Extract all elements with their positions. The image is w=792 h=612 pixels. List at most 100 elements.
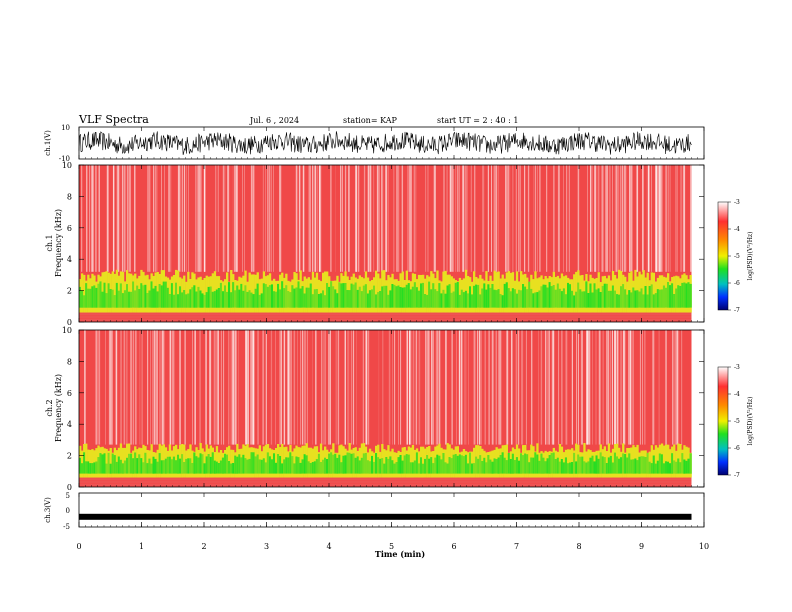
spectrogram-band (446, 285, 449, 308)
spectrogram-streak (450, 165, 453, 272)
spectrogram-band (426, 294, 429, 308)
spectrogram-band (303, 454, 306, 474)
spectrogram-band (642, 456, 645, 474)
x-axis: 0 1 2 3 4 5 6 7 8 9 10 (76, 127, 709, 551)
spectrogram-band (187, 293, 190, 308)
spectrogram-streak (340, 165, 342, 272)
spectrogram-band (589, 457, 592, 474)
spectrogram-streak (181, 165, 183, 272)
spectrogram-streak (233, 330, 234, 445)
spectrogram-streak (522, 330, 524, 445)
spectrogram-streak (173, 330, 175, 445)
spectrogram-streak (265, 165, 266, 272)
spectrogram-streak (124, 165, 125, 272)
spectrogram-band (264, 284, 268, 308)
spectrogram-band (509, 291, 513, 308)
spectrogram-band (175, 460, 178, 474)
spectrogram-band (150, 281, 153, 308)
spectrogram-band (673, 294, 676, 308)
spectrogram-streak (273, 165, 274, 272)
spectrogram-band (630, 292, 633, 308)
spectrogram-streak (129, 165, 131, 272)
spectrogram-streak (348, 165, 349, 272)
spectrogram-streak (470, 165, 472, 272)
spectrogram-band (444, 462, 447, 474)
spectrogram-streak (227, 165, 229, 272)
spectrogram-band (107, 283, 110, 308)
spectrogram-streak (595, 330, 597, 445)
spectrogram-streak (656, 165, 658, 272)
spectrogram-band (322, 459, 325, 474)
spectrogram-band (366, 293, 370, 308)
spectrogram-band (85, 283, 88, 308)
spectrogram-streak (330, 165, 332, 272)
spectrogram-streak (479, 330, 481, 445)
spectrogram-streak (179, 165, 181, 272)
spectrogram-band (130, 453, 133, 474)
spectrogram-band (487, 455, 490, 474)
spectrogram-band (415, 287, 419, 308)
spectrogram-band (477, 458, 480, 474)
spectrogram-band (434, 457, 437, 474)
spectrogram-band (440, 459, 443, 474)
spectrogram-band (436, 454, 439, 474)
spectrogram-band (526, 454, 529, 474)
spectrogram-band (181, 454, 184, 474)
spectrogram-streak (234, 165, 235, 272)
spectrogram-band (373, 285, 376, 308)
spectrogram-band (273, 453, 276, 474)
spectrogram-band (609, 455, 613, 474)
spectrogram-band (501, 295, 504, 308)
spectrogram-band (515, 271, 519, 313)
spectrogram-band (403, 455, 406, 474)
spectrogram-streak (141, 330, 143, 445)
spectrogram-streak (115, 330, 118, 445)
spectrogram-band (481, 288, 484, 308)
spectrogram-band (244, 285, 247, 308)
spectrogram-band (315, 289, 319, 308)
spectrogram-band (289, 292, 292, 308)
spectrogram-streak (521, 330, 523, 445)
spectrogram-streak (498, 165, 499, 272)
spectrogram-band (83, 295, 86, 308)
spectrogram-band (185, 458, 188, 474)
spectrogram-band (444, 293, 447, 308)
spectrogram-band (130, 291, 133, 308)
spectrogram-streak (511, 330, 513, 445)
spectrogram-streak (568, 165, 570, 272)
spectrogram-streak (376, 165, 378, 272)
spectrogram-streak (125, 165, 127, 272)
spectrogram-band (199, 453, 202, 474)
spectrogram-band (324, 295, 327, 308)
spectrogram-streak (647, 165, 650, 272)
spectrogram-band (597, 458, 600, 474)
spectrogram-streak (491, 165, 492, 272)
spectrogram-band (665, 444, 668, 478)
spectrogram-streak (279, 330, 281, 445)
spectrogram-streak (223, 330, 225, 445)
spectrogram-band (334, 289, 337, 308)
spectrogram-streak (310, 165, 311, 272)
spectrogram-streak (594, 165, 597, 272)
spectrogram-streak (203, 165, 206, 272)
spectrogram-streak (437, 330, 439, 445)
spectrogram-band (630, 271, 633, 313)
ch3-waveform-trace (79, 513, 692, 520)
spectrogram-streak (616, 165, 618, 272)
spectrogram-band (293, 288, 296, 308)
spectrogram-streak (636, 165, 639, 272)
spectrogram-band (295, 456, 298, 474)
spectrogram-streak (554, 330, 555, 445)
spectrogram-band (560, 459, 564, 474)
spectrogram-band (436, 291, 439, 308)
date-label: Jul. 6 , 2024 (249, 116, 299, 125)
spectrogram-band (464, 454, 468, 474)
spectrogram-streak (609, 330, 611, 445)
spectrogram-streak (519, 165, 521, 272)
spectrogram-band (344, 455, 347, 474)
spectrogram-band (483, 283, 486, 308)
spectrogram-band (177, 294, 180, 308)
spectrogram-band (85, 461, 88, 474)
spectrogram-band (616, 294, 619, 308)
spectrogram-streak (432, 330, 434, 445)
